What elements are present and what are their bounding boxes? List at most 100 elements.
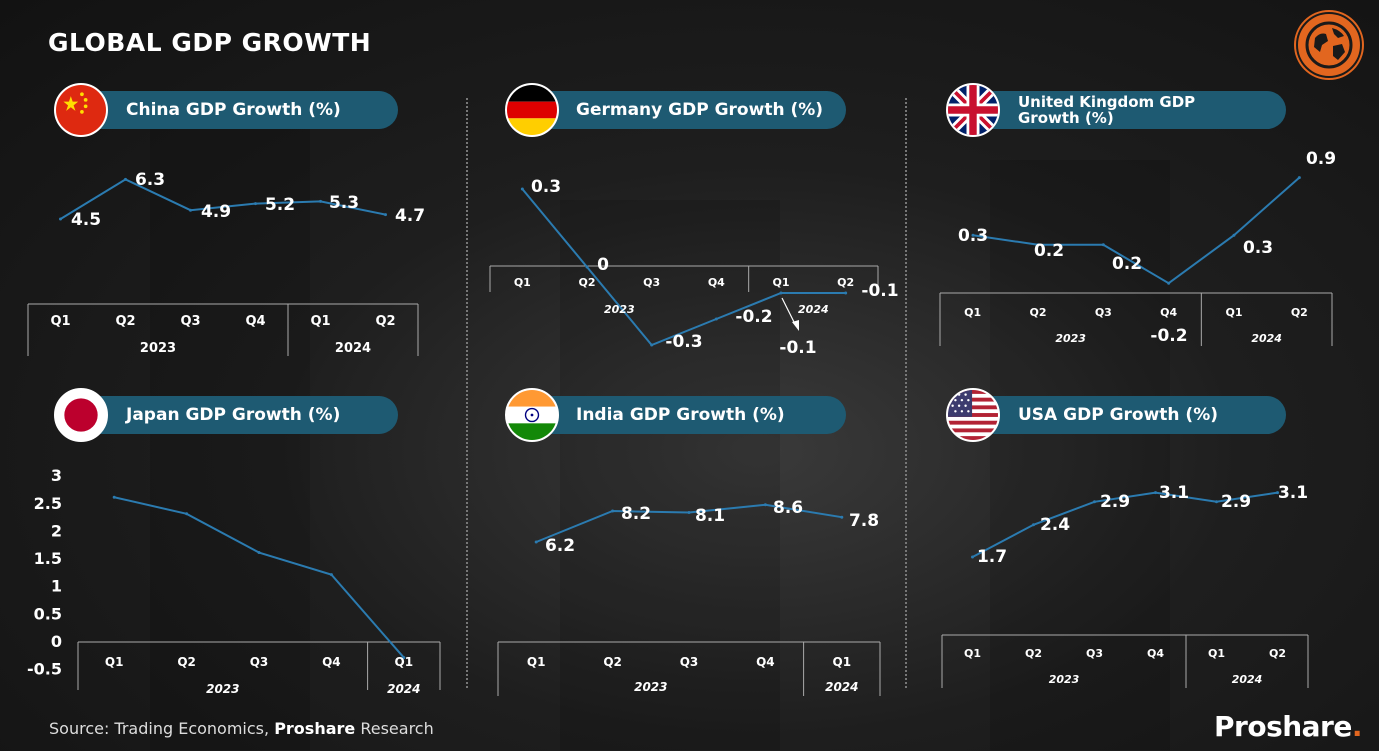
category-label: Q1 — [833, 655, 852, 669]
source-note: Source: Trading Economics, Proshare Rese… — [49, 719, 434, 738]
data-point — [384, 213, 387, 217]
globe-icon — [1296, 12, 1362, 78]
data-point — [112, 495, 116, 499]
data-label: 5.2 — [265, 195, 295, 215]
chart-4 — [497, 503, 881, 696]
chart-3 — [77, 495, 441, 690]
source-prefix: Source: Trading Economics, — [49, 719, 275, 738]
category-label: Q3 — [1095, 306, 1112, 319]
data-label: 0.3 — [531, 177, 561, 197]
category-label: Q4 — [322, 655, 341, 669]
category-label: Q3 — [680, 655, 699, 669]
category-label: Q1 — [964, 647, 981, 660]
group-label: 2024 — [825, 680, 858, 694]
data-point — [611, 509, 615, 513]
category-label: Q4 — [708, 276, 725, 289]
separator-right — [905, 98, 907, 688]
category-label: Q4 — [1147, 647, 1164, 660]
data-point — [185, 512, 189, 516]
series-line — [113, 496, 405, 659]
data-point — [1232, 233, 1236, 237]
india-flag-icon — [505, 388, 559, 442]
brand-name: Proshare — [1214, 710, 1352, 743]
data-label: 3.1 — [1159, 483, 1189, 503]
data-point — [650, 343, 654, 347]
source-bold: Proshare — [274, 719, 356, 738]
data-point — [329, 573, 333, 577]
group-label: 2024 — [387, 682, 420, 696]
category-label: Q1 — [514, 276, 531, 289]
brand-logo: Proshare. — [1214, 710, 1363, 743]
group-label: 2023 — [1055, 332, 1086, 345]
india-title: India GDP Growth (%) — [576, 404, 785, 425]
data-label: 4.9 — [201, 202, 231, 222]
data-point — [1154, 491, 1157, 495]
usa-flag-icon — [946, 388, 1000, 442]
data-point — [59, 217, 62, 221]
category-label: Q1 — [310, 314, 330, 329]
group-label: 2024 — [1232, 673, 1263, 686]
category-label: Q2 — [1269, 647, 1286, 660]
category-label: Q2 — [603, 655, 622, 669]
group-label: 2023 — [634, 680, 667, 694]
category-label: Q3 — [643, 276, 660, 289]
data-point — [257, 551, 261, 555]
group-label: 2023 — [140, 341, 176, 356]
china-title-pill: China GDP Growth (%) — [56, 91, 398, 129]
data-label: -0.2 — [1150, 326, 1187, 346]
data-label: 6.3 — [135, 170, 165, 190]
data-point — [971, 555, 974, 559]
group-label: 2024 — [335, 341, 371, 356]
series-line — [972, 491, 1278, 558]
germany-title-pill: Germany GDP Growth (%) — [506, 91, 846, 129]
y-tick-label: 0 — [51, 632, 62, 651]
data-label: 0 — [597, 255, 609, 275]
category-label: Q1 — [527, 655, 546, 669]
data-point — [1093, 500, 1096, 504]
annotation-arrow-head — [792, 320, 799, 331]
data-label: 3.1 — [1278, 483, 1308, 503]
germany-title: Germany GDP Growth (%) — [576, 99, 824, 120]
category-label: Q3 — [180, 314, 200, 329]
data-label: 0.3 — [1243, 238, 1273, 258]
category-label: Q4 — [1160, 306, 1177, 319]
data-label: 8.1 — [695, 506, 725, 526]
data-point — [1101, 243, 1105, 247]
category-label: Q1 — [1208, 647, 1225, 660]
india-title-pill: India GDP Growth (%) — [506, 396, 846, 434]
group-label: 2023 — [206, 682, 239, 696]
data-label: 8.2 — [621, 504, 651, 524]
category-label: Q2 — [578, 276, 595, 289]
data-point — [687, 511, 691, 515]
uk-title: United Kingdom GDP Growth (%) — [1018, 93, 1196, 127]
data-label: -0.1 — [779, 338, 816, 358]
data-label: -0.2 — [735, 307, 772, 327]
data-label: -0.1 — [861, 281, 898, 301]
data-label: 0.2 — [1112, 254, 1142, 274]
data-label: 0.9 — [1306, 149, 1336, 169]
y-tick-label: 1 — [51, 577, 62, 596]
data-label: 4.5 — [71, 210, 101, 230]
y-tick-label: -0.5 — [27, 660, 62, 679]
data-label: 4.7 — [395, 206, 425, 226]
data-label: 1.7 — [977, 547, 1007, 567]
annotation-arrow — [781, 297, 797, 327]
data-point — [1215, 500, 1218, 504]
brand-dot: . — [1351, 710, 1363, 743]
data-point — [971, 233, 975, 237]
germany-flag-icon — [505, 83, 559, 137]
japan-title-pill: Japan GDP Growth (%) — [56, 396, 398, 434]
separator-left — [466, 98, 468, 688]
y-tick-label: 2.5 — [34, 494, 62, 513]
data-label: 7.8 — [849, 511, 879, 531]
usa-title: USA GDP Growth (%) — [1018, 404, 1219, 425]
data-point — [1297, 176, 1301, 180]
category-label: Q2 — [375, 314, 395, 329]
y-tick-label: 3 — [51, 466, 62, 485]
data-point — [189, 208, 192, 212]
data-point — [254, 202, 257, 206]
group-label: 2023 — [604, 303, 635, 316]
y-tick-label: 2 — [51, 521, 62, 540]
data-label: 8.6 — [773, 498, 803, 518]
